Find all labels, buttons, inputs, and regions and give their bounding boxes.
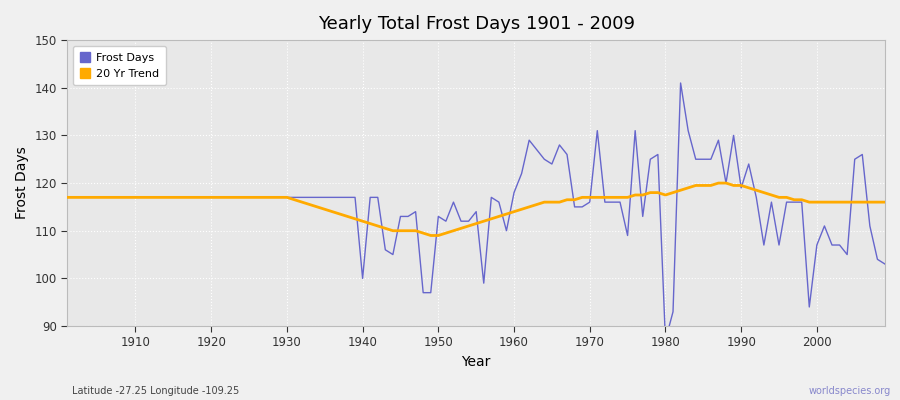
Legend: Frost Days, 20 Yr Trend: Frost Days, 20 Yr Trend — [73, 46, 166, 86]
Y-axis label: Frost Days: Frost Days — [15, 147, 29, 220]
Text: Latitude -27.25 Longitude -109.25: Latitude -27.25 Longitude -109.25 — [72, 386, 239, 396]
Title: Yearly Total Frost Days 1901 - 2009: Yearly Total Frost Days 1901 - 2009 — [318, 15, 634, 33]
X-axis label: Year: Year — [462, 355, 490, 369]
Text: worldspecies.org: worldspecies.org — [809, 386, 891, 396]
